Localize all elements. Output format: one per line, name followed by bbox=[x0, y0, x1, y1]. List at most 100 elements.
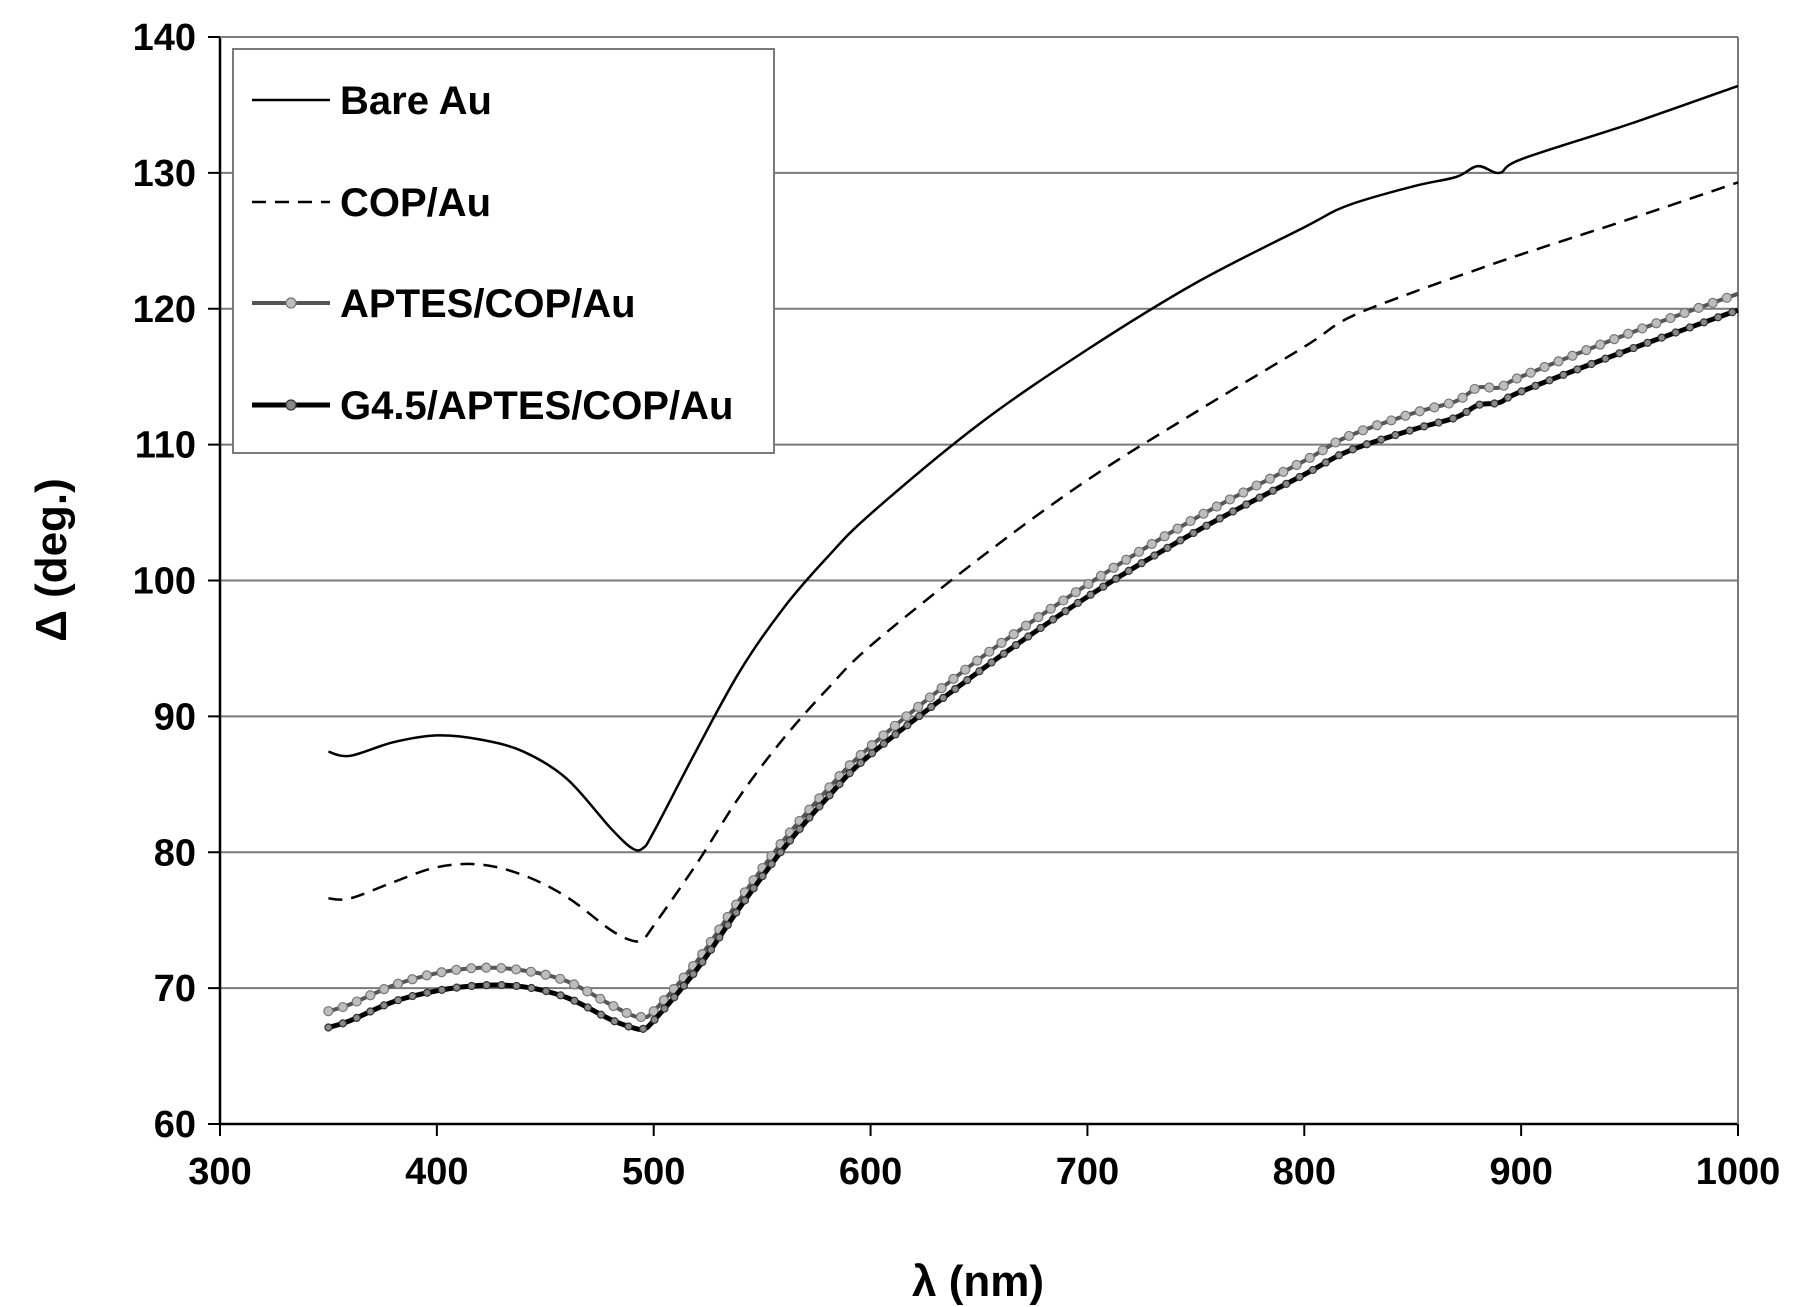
data-marker bbox=[1137, 559, 1146, 568]
data-marker bbox=[889, 720, 901, 731]
data-marker bbox=[608, 1000, 619, 1012]
data-marker bbox=[1133, 546, 1145, 557]
data-marker bbox=[1086, 590, 1095, 599]
data-marker bbox=[392, 978, 404, 989]
data-marker bbox=[732, 908, 741, 917]
data-marker bbox=[1202, 521, 1211, 530]
x-axis-title: λ (nm) bbox=[912, 1257, 1044, 1306]
data-marker bbox=[903, 721, 912, 730]
data-marker bbox=[1707, 297, 1718, 308]
data-marker bbox=[511, 964, 522, 975]
series-lines bbox=[323, 84, 1739, 1033]
data-marker bbox=[1503, 393, 1513, 402]
data-marker bbox=[984, 646, 995, 657]
data-marker bbox=[706, 945, 716, 954]
x-tick-label: 800 bbox=[1273, 1151, 1336, 1193]
data-marker bbox=[582, 986, 593, 997]
data-marker bbox=[715, 933, 724, 942]
data-marker bbox=[452, 983, 461, 992]
data-marker bbox=[1083, 578, 1094, 590]
data-marker bbox=[1498, 380, 1509, 391]
x-tick-label: 900 bbox=[1489, 1151, 1552, 1193]
data-marker bbox=[1150, 551, 1159, 560]
y-tick-label: 80 bbox=[154, 832, 196, 874]
legend-label-3: G4.5/APTES/COP/Au bbox=[340, 384, 733, 428]
data-marker bbox=[1629, 343, 1638, 353]
data-marker bbox=[1159, 531, 1170, 542]
data-marker bbox=[795, 824, 804, 834]
data-marker bbox=[1238, 487, 1249, 498]
data-marker bbox=[698, 957, 707, 967]
data-marker bbox=[378, 984, 390, 995]
data-marker bbox=[723, 920, 732, 930]
data-marker bbox=[1665, 312, 1676, 324]
data-marker bbox=[1405, 426, 1414, 435]
data-marker bbox=[1278, 466, 1289, 477]
data-marker bbox=[540, 969, 551, 980]
data-marker bbox=[496, 962, 507, 974]
data-marker bbox=[437, 985, 446, 994]
data-marker bbox=[1308, 465, 1317, 475]
data-marker bbox=[1693, 302, 1704, 314]
data-marker bbox=[825, 791, 834, 800]
data-marker bbox=[960, 664, 971, 675]
legend-label-1: COP/Au bbox=[340, 181, 491, 225]
legend-label-2: APTES/COP/Au bbox=[340, 282, 636, 326]
data-marker bbox=[776, 848, 785, 857]
data-marker bbox=[845, 769, 854, 778]
data-marker bbox=[1391, 430, 1400, 440]
data-marker bbox=[1713, 313, 1723, 322]
data-marker bbox=[595, 993, 606, 1004]
data-marker bbox=[936, 683, 947, 694]
data-marker bbox=[1567, 350, 1578, 361]
data-marker bbox=[891, 730, 900, 739]
data-marker bbox=[1255, 493, 1264, 502]
data-marker bbox=[1615, 349, 1624, 358]
y-tick-label: 120 bbox=[133, 289, 196, 331]
data-marker bbox=[835, 780, 844, 789]
data-marker bbox=[1343, 430, 1355, 442]
data-marker bbox=[1348, 445, 1357, 454]
data-marker bbox=[1643, 338, 1652, 347]
data-marker bbox=[1024, 632, 1033, 641]
data-marker bbox=[621, 1007, 632, 1019]
data-marker bbox=[1414, 406, 1425, 417]
data-marker bbox=[338, 1019, 347, 1028]
data-marker bbox=[497, 980, 506, 990]
data-marker bbox=[939, 693, 948, 703]
data-marker bbox=[867, 749, 877, 758]
data-marker bbox=[1637, 323, 1648, 334]
data-marker bbox=[1679, 307, 1690, 319]
data-marker bbox=[856, 758, 865, 768]
data-marker bbox=[1330, 437, 1341, 448]
data-marker bbox=[1657, 333, 1666, 342]
data-marker bbox=[815, 802, 824, 811]
data-marker bbox=[1475, 400, 1484, 409]
data-marker bbox=[987, 658, 996, 667]
x-tick-label: 600 bbox=[839, 1151, 902, 1193]
y-tick-label: 110 bbox=[135, 425, 196, 467]
data-marker bbox=[1525, 367, 1536, 378]
data-marker bbox=[1573, 365, 1582, 374]
data-marker bbox=[570, 996, 579, 1005]
data-marker bbox=[1111, 574, 1121, 583]
data-marker bbox=[1163, 543, 1172, 553]
data-marker bbox=[963, 675, 972, 685]
data-marker bbox=[1539, 361, 1550, 373]
data-marker bbox=[1176, 536, 1185, 545]
data-marker bbox=[767, 859, 776, 869]
data-marker bbox=[1457, 392, 1468, 403]
y-tick-label: 60 bbox=[154, 1104, 196, 1146]
data-marker bbox=[1008, 629, 1019, 640]
data-marker bbox=[1371, 420, 1383, 431]
data-marker bbox=[638, 1024, 648, 1033]
data-marker bbox=[1601, 354, 1610, 363]
data-marker bbox=[554, 973, 566, 984]
data-marker bbox=[1386, 415, 1397, 426]
data-marker bbox=[1268, 486, 1278, 495]
x-tick-label: 500 bbox=[622, 1151, 685, 1193]
data-marker bbox=[596, 1010, 606, 1019]
data-marker bbox=[879, 739, 888, 748]
